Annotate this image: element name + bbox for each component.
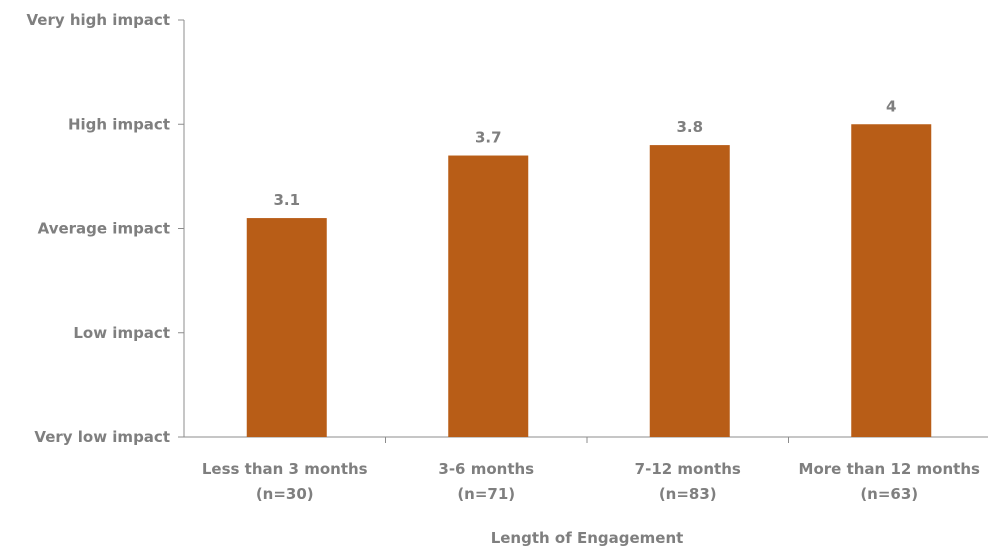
y-tick-label: Very low impact (34, 428, 170, 446)
x-tick-label: 3-6 months (438, 460, 534, 478)
data-labels: 3.1 3.7 3.8 4 (273, 97, 896, 209)
y-tick-label: Low impact (73, 324, 170, 342)
x-tick-label: (n=63) (860, 485, 918, 503)
x-tick-label: (n=83) (659, 485, 717, 503)
y-tick-label: Very high impact (26, 11, 170, 29)
bar (448, 155, 529, 437)
x-tick-label: Less than 3 months (202, 460, 368, 478)
y-axis: Very low impact Low impact Average impact H… (26, 11, 185, 446)
x-axis-title: Length of Engagement (491, 529, 684, 547)
bar (851, 124, 932, 437)
x-tick-label: 7-12 months (635, 460, 741, 478)
x-tick-label: (n=30) (256, 485, 314, 503)
bar (649, 145, 730, 437)
y-tick-label: Average impact (38, 220, 170, 238)
bar (246, 218, 327, 437)
x-tick-label: More than 12 months (799, 460, 980, 478)
data-label: 3.8 (676, 118, 703, 136)
data-label: 3.1 (273, 191, 300, 209)
data-label: 3.7 (475, 129, 502, 147)
data-label: 4 (886, 97, 896, 115)
y-tick-label: High impact (68, 115, 170, 133)
x-axis: Less than 3 months (n=30) 3-6 months (n=71)… (184, 436, 988, 503)
bars (246, 124, 932, 437)
x-tick-label: (n=71) (457, 485, 515, 503)
